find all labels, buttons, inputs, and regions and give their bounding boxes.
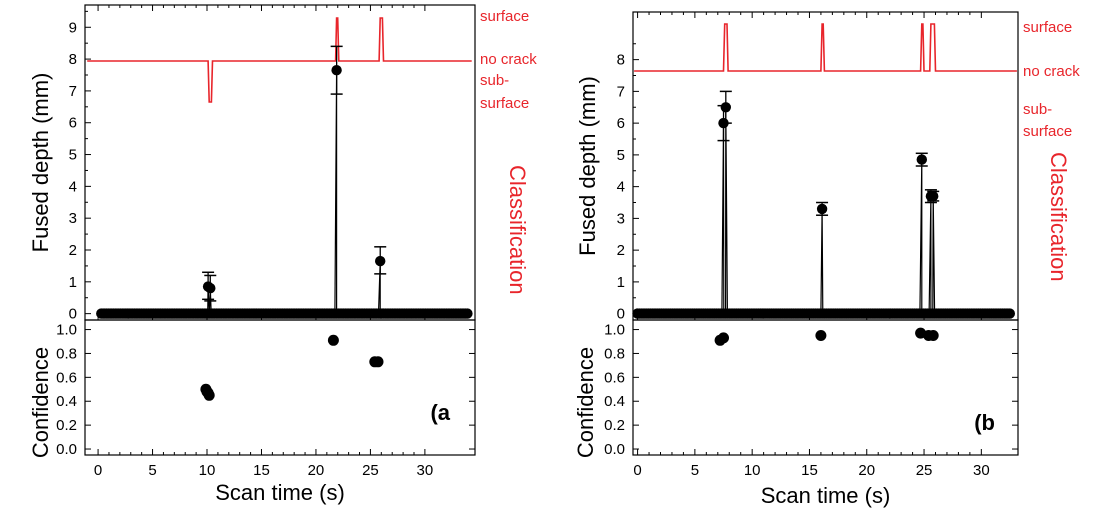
fused-depth-spike-point xyxy=(816,203,828,215)
fused-depth-line xyxy=(101,70,468,315)
x-tick-label: 20 xyxy=(858,462,875,479)
confidence-axis-label: Confidence xyxy=(28,347,53,458)
x-tick-label: 20 xyxy=(308,462,325,479)
fused-depth-point xyxy=(1004,308,1015,319)
x-tick-label: 15 xyxy=(801,462,818,479)
x-tick-label: 25 xyxy=(362,462,379,479)
confidence-point xyxy=(372,356,384,368)
bottom-plot-frame xyxy=(632,319,1019,456)
x-tick-label: 10 xyxy=(199,462,216,479)
confidence-tick-label: 0.6 xyxy=(56,369,77,386)
y-tick-label: 5 xyxy=(617,147,625,164)
y-tick-label: 2 xyxy=(69,242,77,259)
classification-level-label: sub- xyxy=(480,72,509,89)
classification-level-label: no crack xyxy=(1023,63,1080,80)
confidence-point xyxy=(327,334,339,346)
confidence-tick-label: 0.6 xyxy=(604,369,625,386)
y-tick-label: 7 xyxy=(69,83,77,100)
panel-b: 0 5 10 15 20 25 30 0 1 2 3 4 5 6 7 8 0.0 0.2 0.4 0.6 0.8 1.0 s… xyxy=(573,11,1080,508)
confidence-tick-label: 0.2 xyxy=(604,417,625,434)
x-axis-label: Scan time (s) xyxy=(761,483,891,508)
x-tick-label: 30 xyxy=(417,462,434,479)
confidence-tick-label: 1.0 xyxy=(56,322,77,339)
y-tick-label: 8 xyxy=(617,52,625,69)
confidence-tick-label: 0.8 xyxy=(604,345,625,362)
confidence-tick-label: 1.0 xyxy=(604,322,625,339)
y-tick-label: 9 xyxy=(69,19,77,36)
y-tick-label: 3 xyxy=(69,210,77,227)
x-tick-label: 0 xyxy=(94,462,102,479)
classification-level-label: surface xyxy=(1023,123,1072,140)
confidence-axis-label: Confidence xyxy=(573,347,598,458)
classification-level-label: no crack xyxy=(480,51,537,68)
y-tick-label: 2 xyxy=(617,242,625,259)
classification-line xyxy=(634,23,1017,72)
confidence-tick-label: 0.0 xyxy=(56,441,77,458)
y-tick-label: 5 xyxy=(69,147,77,164)
confidence-tick-label: 0.4 xyxy=(56,393,77,410)
panel-label: (b xyxy=(974,410,995,435)
y-tick-label: 6 xyxy=(617,115,625,132)
confidence-tick-label: 0.0 xyxy=(604,441,625,458)
top-plot-frame xyxy=(84,4,476,321)
bottom-plot-frame xyxy=(84,319,476,456)
fused-depth-spike-point xyxy=(331,65,342,76)
classification-level-label: surface xyxy=(1023,19,1072,36)
confidence-point xyxy=(718,332,729,344)
fused-depth-spike-point xyxy=(916,154,927,165)
classification-level-label: sub- xyxy=(1023,101,1052,118)
y-tick-label: 1 xyxy=(617,274,625,291)
confidence-point xyxy=(203,389,215,401)
y-tick-label: 4 xyxy=(69,178,77,195)
classification-level-label: surface xyxy=(480,8,529,25)
y-tick-label: 4 xyxy=(617,179,625,196)
confidence-point xyxy=(815,330,827,341)
fused-depth-spike-point xyxy=(720,102,731,113)
x-tick-label: 0 xyxy=(633,462,641,479)
y-tick-label: 0 xyxy=(69,306,77,323)
fused-depth-spike-point xyxy=(375,255,386,267)
classification-line xyxy=(87,17,472,103)
y-tick-label: 0 xyxy=(617,306,625,323)
confidence-point xyxy=(927,330,939,341)
x-tick-label: 5 xyxy=(148,462,156,479)
y-tick-label: 1 xyxy=(69,274,77,291)
y-tick-label: 3 xyxy=(617,210,625,227)
x-tick-label: 30 xyxy=(973,462,990,479)
panel-a: 0 5 10 15 20 25 30 0 1 2 3 4 5 6 7 8 9 0.0 0.2 0.4 0.6 0.8 1.0… xyxy=(28,4,537,505)
classification-level-label: surface xyxy=(480,95,529,112)
y-tick-label: 8 xyxy=(69,51,77,68)
confidence-tick-label: 0.8 xyxy=(56,345,77,362)
x-axis-label: Scan time (s) xyxy=(215,480,345,505)
panel-label: (a xyxy=(430,400,450,425)
fused-depth-spike-point xyxy=(928,191,939,202)
x-tick-label: 10 xyxy=(744,462,761,479)
top-plot-frame xyxy=(632,11,1019,321)
confidence-tick-label: 0.2 xyxy=(56,417,77,434)
y-tick-label: 6 xyxy=(69,115,77,132)
y-tick-label: 7 xyxy=(617,83,625,100)
classification-axis-title: Classification xyxy=(1046,152,1071,282)
fused-depth-point xyxy=(462,308,473,319)
confidence-tick-label: 0.4 xyxy=(604,393,625,410)
x-tick-label: 15 xyxy=(253,462,270,479)
fused-depth-spike-point xyxy=(205,283,216,294)
fused-depth-axis-label: Fused depth (mm) xyxy=(575,76,600,256)
classification-axis-title: Classification xyxy=(505,165,530,295)
x-tick-label: 25 xyxy=(916,462,933,479)
x-tick-label: 5 xyxy=(691,462,699,479)
fused-depth-axis-label: Fused depth (mm) xyxy=(28,73,53,253)
